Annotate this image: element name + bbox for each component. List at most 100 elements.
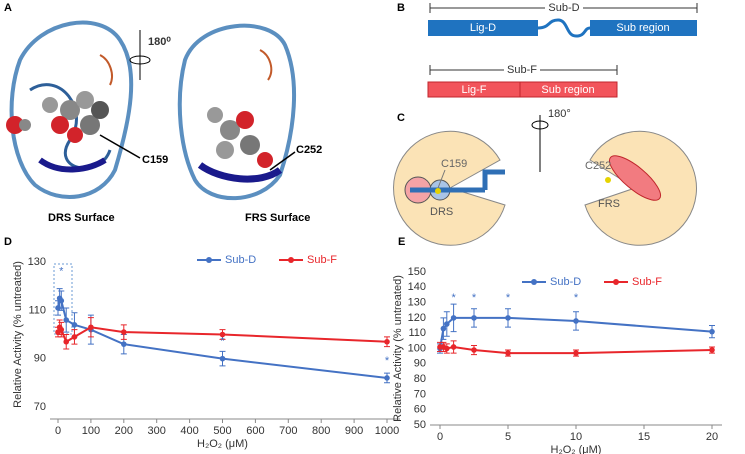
data-point: [450, 344, 457, 350]
data-point: [63, 317, 70, 323]
protein-right: [177, 23, 297, 201]
panel-label: C: [397, 112, 405, 124]
panel-label: D: [4, 236, 12, 248]
data-point: [440, 325, 447, 332]
y-tick-label: 150: [408, 266, 426, 278]
data-point: [709, 328, 715, 335]
x-tick-label: 600: [246, 425, 264, 437]
y-tick-label: 90: [414, 358, 426, 370]
y-tick-label: 90: [34, 353, 46, 365]
residue-label: C159: [441, 158, 467, 170]
legend-label: Sub-F: [307, 254, 337, 266]
x-axis-label: H₂O₂ (μM): [551, 444, 602, 454]
legend-swatch: [531, 279, 537, 285]
y-tick-label: 70: [414, 388, 426, 400]
legend-swatch: [613, 279, 619, 285]
data-point: [121, 329, 127, 335]
pointer: [99, 134, 141, 159]
data-point: [71, 334, 78, 340]
y-tick-label: 130: [408, 297, 426, 309]
substrate: [608, 155, 662, 201]
site-label: FRS: [598, 198, 620, 210]
y-tick-label: 140: [408, 281, 426, 293]
x-tick-label: 20: [706, 431, 718, 443]
x-tick-label: 500: [213, 425, 231, 437]
legend-label: Sub-D: [225, 254, 256, 266]
data-point: [505, 350, 511, 356]
panel-label: B: [397, 2, 405, 14]
data-point: [384, 375, 390, 381]
domain: [519, 81, 618, 98]
data-point: [121, 341, 127, 347]
y-tick-label: 110: [28, 304, 46, 316]
linker: [537, 18, 591, 38]
annotation: *: [451, 292, 456, 304]
y-tick-label: 50: [414, 419, 426, 431]
data-point: [63, 338, 70, 345]
data-point: [573, 318, 579, 324]
annotation: *: [472, 292, 477, 304]
y-tick-label: 60: [414, 404, 426, 416]
x-tick-label: 0: [437, 431, 443, 443]
construct-label: Sub-D: [548, 2, 579, 14]
data-point: [444, 321, 450, 327]
x-tick-label: 5: [505, 431, 511, 443]
data-point: [58, 297, 65, 304]
panel-label: A: [4, 2, 12, 14]
site-label: DRS: [430, 206, 453, 218]
annotation: *: [59, 266, 64, 278]
data-point: [573, 350, 579, 356]
y-tick-label: 130: [28, 256, 46, 268]
data-point: [471, 347, 477, 353]
x-tick-label: 100: [82, 425, 100, 437]
y-tick-label: 110: [408, 327, 426, 339]
domain-label: Lig-D: [470, 22, 496, 34]
domain-label: Sub region: [541, 84, 594, 96]
y-tick-label: 80: [414, 373, 426, 385]
data-point: [505, 315, 511, 321]
y-axis-label: Relative Activity (% untreated): [392, 275, 404, 422]
panel-label: E: [398, 236, 405, 248]
cysteine: [605, 177, 611, 183]
x-axis-label: H₂O₂ (μM): [197, 438, 248, 450]
x-tick-label: 10: [570, 431, 582, 443]
y-tick-label: 120: [408, 312, 426, 324]
x-tick-label: 0: [55, 425, 61, 437]
x-tick-label: 200: [115, 425, 133, 437]
annotation: *: [574, 292, 579, 304]
x-tick-label: 1000: [375, 425, 399, 437]
legend-label: Sub-D: [550, 276, 581, 288]
y-tick-label: 100: [408, 342, 426, 354]
data-point: [219, 331, 226, 338]
data-point: [71, 322, 78, 328]
protein-left: [6, 20, 134, 199]
rotation-label: 180⁰: [148, 36, 171, 48]
x-tick-label: 700: [279, 425, 297, 437]
x-tick-label: 300: [148, 425, 166, 437]
pointer: [437, 169, 446, 189]
y-axis-label: Relative Activity (% untreated): [12, 261, 24, 408]
pointer: [269, 151, 296, 171]
rotation-arrow: [531, 120, 549, 130]
residue-label: C159: [142, 154, 168, 166]
data-point: [444, 345, 450, 352]
x-tick-label: 15: [638, 431, 650, 443]
legend-label: Sub-F: [632, 276, 662, 288]
data-point: [471, 315, 477, 321]
annotation: *: [506, 292, 511, 304]
data-point: [219, 355, 226, 362]
x-tick-label: 400: [180, 425, 198, 437]
caption: DRS Surface: [48, 212, 115, 224]
bracket-gap: [504, 63, 540, 77]
domain-label: Lig-F: [461, 84, 486, 96]
caption: FRS Surface: [245, 212, 310, 224]
residue-label: C252: [296, 144, 322, 156]
data-point: [450, 315, 457, 321]
construct-label: Sub-F: [507, 64, 537, 76]
data-point: [88, 324, 94, 331]
x-tick-label: 900: [345, 425, 363, 437]
annotation: *: [385, 355, 390, 367]
legend-swatch: [288, 257, 294, 263]
domain: [590, 20, 697, 36]
